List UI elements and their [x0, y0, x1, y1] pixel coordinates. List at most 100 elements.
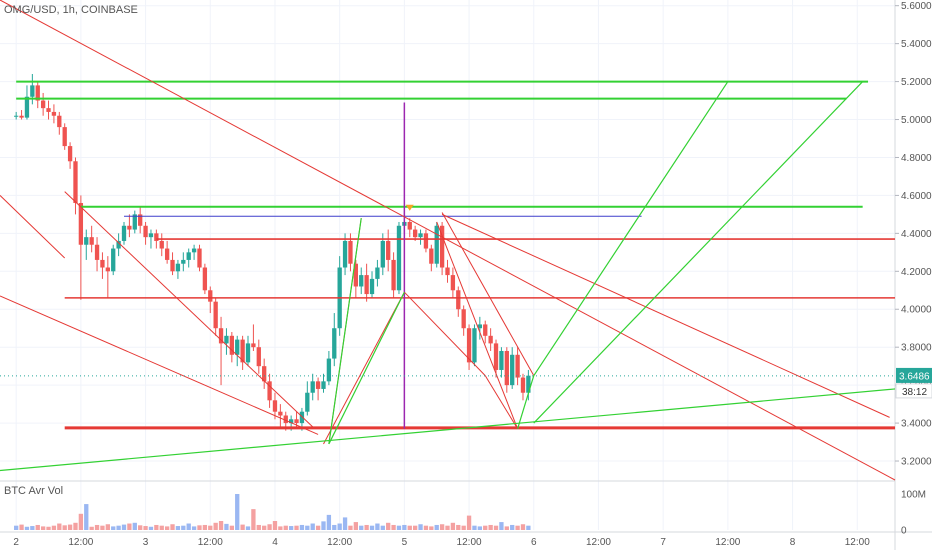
candle-body — [40, 100, 46, 109]
candle-body — [348, 240, 353, 264]
volume-bar — [148, 526, 154, 530]
volume-bar — [278, 526, 283, 530]
green-trend-line — [533, 81, 864, 424]
candle-body — [19, 115, 24, 118]
volume-bar — [439, 524, 445, 530]
candle-body — [208, 290, 213, 302]
candle-body — [461, 309, 466, 329]
candle-body — [380, 240, 385, 268]
candle-body — [164, 248, 170, 260]
volume-bar — [256, 524, 261, 530]
last-price-value: 3.6486 — [899, 371, 930, 382]
volume-bar — [35, 524, 40, 530]
volume-bar — [40, 526, 46, 530]
volume-bar — [154, 524, 159, 530]
candle-body — [369, 278, 375, 295]
candle-body — [510, 354, 515, 386]
candle-body — [89, 237, 94, 245]
volume-bar — [337, 523, 342, 530]
candle-body — [466, 328, 472, 363]
candle-body — [423, 233, 429, 249]
volume-bar — [186, 523, 191, 530]
time-tick-label: 7 — [660, 537, 666, 548]
candle-body — [294, 419, 299, 424]
candle-body — [526, 375, 531, 393]
candle-body — [62, 127, 67, 147]
candle-body — [520, 377, 526, 393]
volume-bar — [19, 524, 24, 530]
candle-body — [272, 400, 278, 412]
candle-body — [224, 335, 229, 344]
time-tick-label: 5 — [402, 537, 408, 548]
green-trend-line — [517, 375, 535, 429]
candle-body — [359, 275, 364, 287]
candle-body — [138, 214, 143, 226]
volume-bar — [240, 524, 245, 530]
candle-body — [483, 324, 488, 336]
candle-body — [504, 350, 509, 386]
candle-body — [191, 248, 197, 253]
red-trend-line — [436, 221, 519, 429]
volume-bar — [477, 526, 483, 530]
red-trend-line — [404, 291, 486, 377]
volume-bar — [84, 504, 89, 530]
volume-bar — [202, 524, 208, 530]
candle-body — [121, 225, 127, 241]
volume-bar — [466, 515, 472, 530]
volume-bar — [267, 524, 272, 530]
volume-bar — [493, 525, 499, 530]
volume-bar — [305, 525, 310, 530]
volume-bar — [143, 526, 148, 530]
price-tick-label: 4.2000 — [901, 267, 932, 278]
volume-bar — [132, 522, 137, 530]
volume-bar — [62, 525, 67, 530]
volume-bar — [283, 525, 288, 530]
volume-bar — [418, 524, 423, 530]
time-tick-label: 12:00 — [327, 537, 352, 548]
candle-body — [321, 381, 326, 389]
volume-bar — [245, 526, 251, 530]
time-tick-label: 3 — [143, 537, 149, 548]
volume-bar — [218, 521, 224, 530]
price-tick-label: 4.0000 — [901, 305, 932, 316]
volume-bar — [510, 524, 515, 530]
volume-bar — [73, 522, 78, 530]
time-tick-label: 2 — [13, 537, 19, 548]
candle-body — [283, 415, 288, 424]
volume-bar — [175, 526, 181, 530]
volume-bar — [288, 526, 294, 530]
candle-body — [332, 328, 337, 359]
volume-bar — [391, 524, 396, 530]
volume-bar — [51, 525, 57, 530]
red-trend-line — [484, 375, 519, 430]
candle-body — [353, 263, 358, 287]
candle-body — [186, 252, 191, 260]
volume-bar — [348, 525, 353, 530]
candle-body — [299, 411, 305, 424]
volume-bar — [386, 522, 391, 530]
candle-body — [412, 229, 418, 238]
volume-tick-label: 100M — [901, 490, 926, 501]
volume-bar — [24, 526, 30, 530]
time-tick-label: 12:00 — [715, 537, 740, 548]
red-trend-line — [0, 295, 319, 435]
candle-body — [472, 328, 477, 363]
volume-bar — [262, 525, 267, 530]
candle-body — [181, 259, 186, 264]
volume-bar — [111, 526, 116, 530]
volume-bar — [396, 525, 402, 530]
volume-bar — [515, 525, 520, 530]
candle-body — [477, 324, 483, 329]
candle-body — [67, 146, 73, 162]
candle-body — [396, 225, 402, 291]
volume-bar — [251, 509, 256, 530]
candle-body — [57, 115, 62, 128]
candle-body — [515, 354, 520, 378]
candle-body — [46, 108, 51, 112]
time-tick-label: 12:00 — [586, 537, 611, 548]
green-trend-line — [328, 218, 362, 445]
volume-bar — [116, 525, 121, 530]
